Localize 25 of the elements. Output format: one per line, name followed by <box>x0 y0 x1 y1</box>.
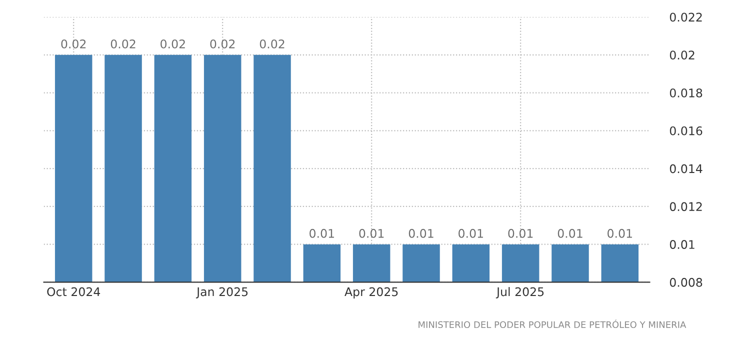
data-label: 0.01 <box>408 228 434 238</box>
data-label: 0.01 <box>310 228 334 238</box>
y-tick-label: 0.018 <box>670 88 702 98</box>
y-tick-label: 0.012 <box>670 202 702 212</box>
x-tick-label: Oct 2024 <box>47 287 100 296</box>
data-label: 0.01 <box>458 228 483 238</box>
y-tick-label: 0.016 <box>670 126 702 136</box>
y-tick-label: 0.022 <box>670 12 702 22</box>
y-tick-label: 0.01 <box>670 240 694 249</box>
data-label: 0.02 <box>110 40 136 48</box>
data-label: 0.02 <box>260 40 284 48</box>
data-label: 0.01 <box>359 228 384 238</box>
x-tick-label: Apr 2025 <box>344 287 398 298</box>
data-label: 0.01 <box>508 228 533 238</box>
data-label: 0.02 <box>210 40 235 48</box>
data-label: 0.02 <box>61 40 86 48</box>
y-tick-label: 0.008 <box>670 278 702 287</box>
y-tick-label: 0.014 <box>670 164 702 174</box>
x-tick-label: Jan 2025 <box>196 287 248 298</box>
data-label: 0.02 <box>160 40 185 48</box>
y-tick-label: 0.02 <box>670 50 694 60</box>
data-label: 0.01 <box>558 228 582 238</box>
text: MINISTERIO DEL PODER POPULAR DE PETRÓLEO Y MINERIA <box>418 320 686 328</box>
x-tick-label: Jul 2025 <box>496 287 544 298</box>
data-label: 0.01 <box>608 228 632 238</box>
